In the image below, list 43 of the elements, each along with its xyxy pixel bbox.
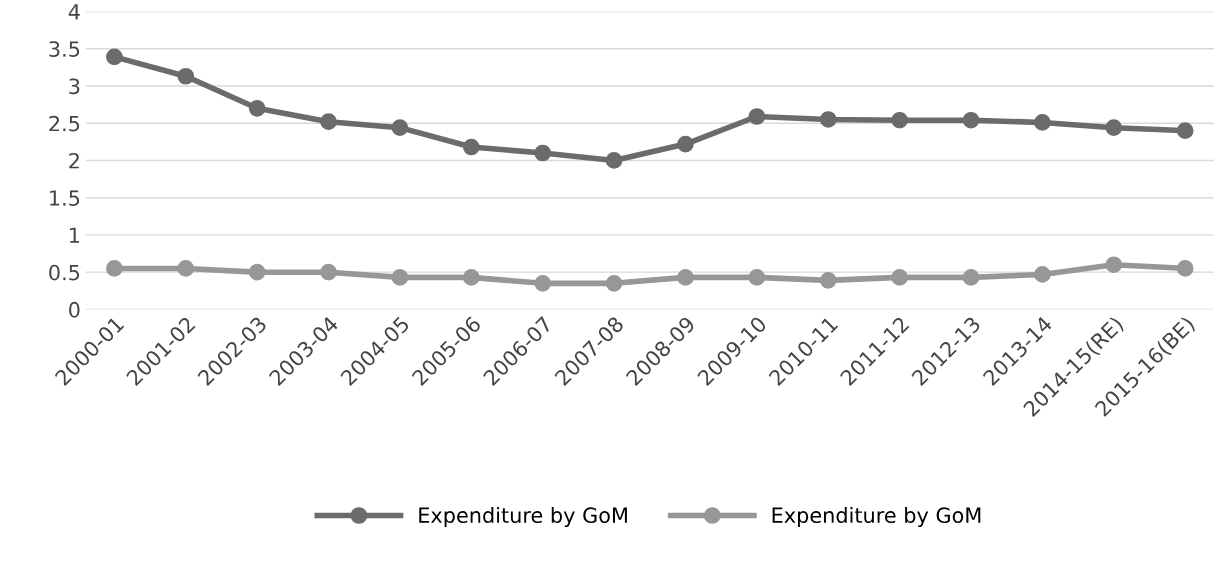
y-tick-label: 1 <box>69 227 80 243</box>
point <box>1105 119 1123 136</box>
point <box>534 275 552 292</box>
point <box>320 113 337 131</box>
point <box>248 99 266 117</box>
point <box>1105 256 1123 274</box>
point <box>248 263 266 281</box>
y-tick-label: 4 <box>68 4 80 20</box>
point <box>891 269 908 286</box>
point <box>106 260 123 277</box>
y-tick-label: 0 <box>69 301 80 318</box>
point <box>1176 122 1194 139</box>
point <box>534 144 552 162</box>
point <box>177 260 195 277</box>
point <box>962 111 980 129</box>
point <box>605 152 623 169</box>
point <box>1034 266 1051 283</box>
point <box>391 269 409 286</box>
point <box>748 269 766 286</box>
point <box>605 275 623 292</box>
point <box>677 135 694 153</box>
point <box>1034 114 1051 131</box>
y-tick-label: 0.5 <box>49 264 80 281</box>
legend-label: Expenditure by GoM <box>772 506 981 528</box>
point <box>462 138 480 156</box>
point <box>962 269 980 286</box>
y-tick-label: 3 <box>69 78 80 95</box>
y-tick-label: 1.5 <box>50 190 80 206</box>
point <box>391 119 409 136</box>
y-tick-label: 2.5 <box>49 115 80 132</box>
point <box>819 111 837 128</box>
point <box>748 108 766 125</box>
y-tick-label: 3.5 <box>49 41 80 57</box>
point <box>677 269 694 286</box>
point <box>177 67 195 85</box>
point <box>819 272 837 289</box>
point <box>1176 260 1194 277</box>
point <box>462 269 480 286</box>
y-tick-label: 2 <box>69 152 79 169</box>
legend-label: Expenditure by GoM <box>419 506 627 528</box>
point <box>891 111 908 129</box>
point <box>106 48 123 66</box>
point <box>320 263 337 281</box>
